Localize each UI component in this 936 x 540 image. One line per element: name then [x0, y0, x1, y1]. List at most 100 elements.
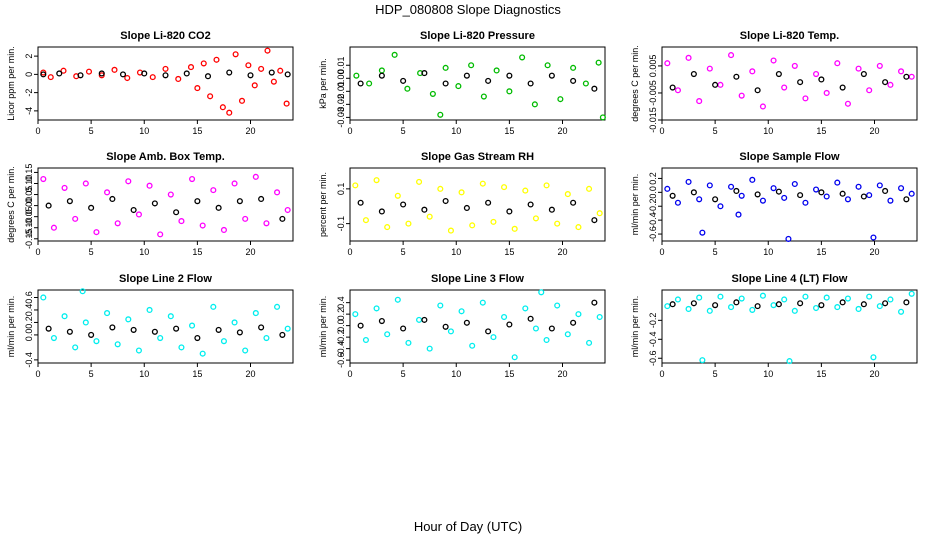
data-point: [469, 222, 476, 229]
data-point: [232, 51, 239, 58]
data-point: [754, 191, 761, 198]
data-point: [151, 200, 158, 207]
x-tick-label: 15: [504, 126, 514, 136]
data-point: [111, 66, 118, 73]
x-tick-label: 5: [713, 369, 718, 379]
data-point: [823, 193, 830, 200]
x-tick-label: 5: [401, 126, 406, 136]
x-tick-label: 5: [401, 369, 406, 379]
data-point: [162, 72, 169, 79]
data-point: [570, 199, 577, 206]
data-point: [480, 93, 487, 100]
data-point: [245, 62, 252, 69]
series-all-slopes: [352, 289, 603, 361]
data-point: [781, 194, 788, 201]
series-hourly-mean: [45, 195, 286, 222]
y-tick-label: -0.4: [24, 352, 34, 368]
data-point: [759, 103, 766, 110]
data-point: [463, 319, 470, 326]
data-point: [506, 208, 513, 215]
panel-4: Slope Amb. Box Temp. 0 5 10 15 20 -0.15-0.10-0…: [6, 151, 294, 257]
data-point: [738, 192, 745, 199]
data-point: [215, 204, 222, 211]
x-tick-label: 20: [557, 369, 567, 379]
data-point: [669, 84, 676, 91]
data-point: [813, 70, 820, 78]
data-point: [844, 100, 851, 107]
x-tick-label: 10: [763, 247, 773, 257]
data-point: [151, 328, 158, 335]
data-point: [274, 189, 281, 196]
data-point: [258, 65, 265, 72]
y-tick-label: -0.03: [336, 107, 346, 128]
data-point: [238, 97, 246, 104]
data-point: [189, 322, 196, 329]
y-tick-label: 0.0: [336, 319, 346, 332]
data-point: [870, 234, 877, 241]
series-hourly-mean: [40, 69, 291, 80]
y-tick-label: -0.02: [336, 94, 346, 115]
y-tick-label: 0.00: [336, 70, 346, 88]
data-point: [866, 192, 873, 199]
data-point: [839, 190, 846, 197]
data-point: [791, 62, 798, 69]
data-point: [157, 334, 164, 342]
series-all-slopes: [664, 290, 915, 365]
data-point: [882, 300, 889, 307]
data-point: [210, 303, 217, 310]
data-point: [263, 334, 270, 342]
data-point: [717, 81, 724, 88]
data-point: [258, 324, 265, 331]
data-point: [785, 235, 792, 242]
data-point: [82, 319, 89, 326]
data-point: [61, 184, 68, 191]
data-point: [277, 67, 284, 74]
data-point: [404, 85, 411, 92]
data-point: [749, 306, 756, 313]
data-point: [564, 191, 571, 198]
data-point: [664, 60, 671, 67]
data-point: [219, 104, 226, 111]
y-tick-label: -0.2: [336, 329, 346, 345]
x-tick-label: 20: [869, 369, 879, 379]
data-point: [595, 59, 602, 66]
data-point: [357, 199, 364, 206]
data-point: [898, 308, 905, 315]
data-point: [468, 62, 475, 69]
plot-frame: [37, 46, 294, 121]
y-tick-label: -0.6: [648, 226, 658, 242]
data-point: [887, 197, 894, 204]
data-point: [586, 185, 593, 192]
panel-title: Slope Line 2 Flow: [119, 273, 212, 285]
data-point: [178, 344, 185, 351]
series-all-slopes: [40, 288, 291, 357]
y-tick-label: 0.05: [24, 186, 34, 204]
data-point: [125, 178, 132, 185]
data-point: [437, 111, 444, 118]
x-tick-label: 15: [816, 247, 826, 257]
data-point: [485, 77, 492, 84]
data-point: [45, 202, 52, 209]
data-point: [527, 80, 534, 87]
series-hourly-mean: [357, 197, 598, 224]
x-tick-label: 5: [401, 247, 406, 257]
data-point: [749, 68, 756, 75]
data-point: [860, 70, 867, 78]
y-tick-label: 0.0: [24, 329, 34, 342]
data-point: [733, 73, 740, 80]
x-tick-label: 15: [816, 126, 826, 136]
x-tick-label: 15: [192, 247, 202, 257]
data-point: [818, 302, 825, 309]
data-point: [178, 218, 185, 225]
data-point: [728, 183, 735, 190]
data-point: [442, 197, 449, 205]
data-point: [56, 70, 63, 77]
data-point: [114, 220, 121, 227]
x-tick-label: 10: [139, 369, 149, 379]
x-tick-label: 0: [347, 369, 352, 379]
data-point: [575, 224, 582, 231]
data-point: [236, 198, 243, 205]
y-tick-label: 0.00: [24, 197, 34, 215]
data-point: [98, 70, 105, 77]
data-point: [506, 321, 513, 328]
